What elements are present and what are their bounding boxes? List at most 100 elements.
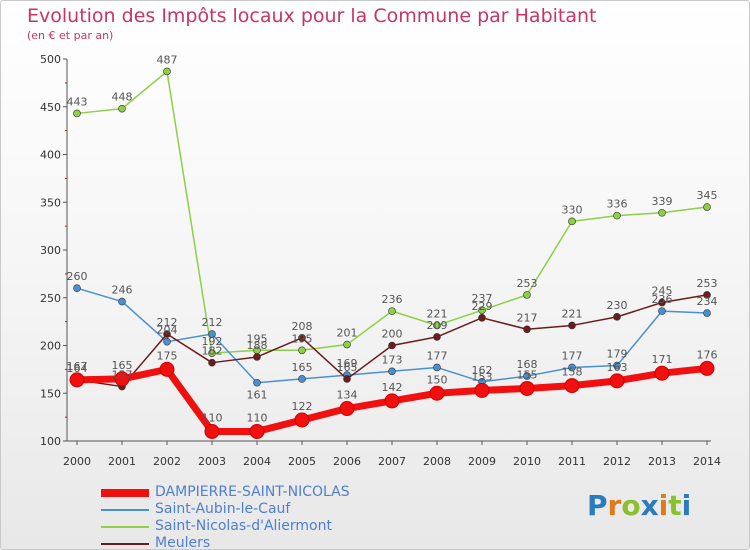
data-point: [388, 367, 396, 376]
data-point: [654, 365, 670, 381]
data-label: 173: [382, 353, 403, 366]
x-tick-label: 2009: [468, 455, 496, 468]
data-point: [388, 307, 396, 315]
data-label: 221: [427, 307, 448, 320]
data-point: [388, 341, 396, 350]
data-point: [343, 340, 351, 349]
data-point: [433, 321, 441, 330]
data-point: [613, 313, 621, 321]
x-tick-label: 2002: [153, 455, 181, 468]
data-point: [523, 325, 531, 334]
data-point: [429, 385, 445, 401]
data-label: 177: [427, 349, 448, 362]
data-label: 230: [607, 299, 628, 312]
data-label: 176: [697, 348, 718, 361]
data-point: [658, 298, 666, 307]
data-point: [298, 334, 306, 342]
y-tick-label: 150: [40, 387, 61, 400]
data-label: 192: [202, 335, 223, 348]
data-label: 177: [562, 349, 583, 362]
data-point: [609, 373, 625, 389]
data-label: 167: [67, 360, 88, 373]
data-labels-layer: 443 448 487 192 195 195 201 236 221 237 253 330 336 3…: [67, 53, 718, 424]
data-label: 155: [517, 368, 538, 381]
data-label: 168: [517, 358, 538, 371]
data-label: 204: [157, 324, 178, 337]
data-point: [114, 371, 130, 387]
data-point: [163, 67, 171, 76]
data-point: [703, 309, 711, 317]
data-point: [564, 378, 580, 394]
legend-swatch: [101, 526, 149, 528]
x-tick-label: 2003: [198, 455, 226, 468]
data-label: 162: [472, 364, 493, 377]
x-tick-label: 2008: [423, 455, 451, 468]
data-point: [523, 291, 531, 299]
data-label: 157: [112, 369, 133, 382]
data-label: 236: [652, 293, 673, 306]
data-point: [159, 361, 175, 377]
y-tick-label: 350: [40, 196, 61, 209]
chart-subtitle: (en € et par an): [27, 29, 114, 42]
data-label: 237: [472, 292, 493, 305]
legend-swatch: [101, 489, 149, 497]
data-label: 188: [247, 339, 268, 352]
data-label: 229: [472, 300, 493, 313]
x-tick-label: 2007: [378, 455, 406, 468]
data-label: 165: [292, 361, 313, 374]
data-point: [658, 307, 666, 315]
data-label: 163: [607, 361, 628, 374]
data-label: 236: [382, 293, 403, 306]
x-tick-label: 2001: [108, 455, 136, 468]
legend-label: Saint-Nicolas-d'Aliermont: [155, 518, 332, 534]
data-point: [613, 361, 621, 370]
data-point: [568, 363, 576, 372]
data-point: [208, 358, 216, 367]
x-tick-label: 2013: [648, 455, 676, 468]
data-point: [73, 284, 81, 293]
data-label: 110: [247, 411, 268, 424]
data-point: [163, 337, 171, 346]
data-label: 212: [157, 316, 178, 329]
data-label: 253: [517, 277, 538, 290]
data-label: 171: [652, 353, 673, 366]
y-tick-label: 500: [40, 53, 61, 66]
data-label: 122: [292, 400, 313, 413]
data-label: 195: [247, 332, 268, 345]
data-point: [208, 330, 216, 338]
data-point: [433, 333, 441, 341]
y-tick-label: 200: [40, 340, 61, 353]
data-label: 253: [697, 277, 718, 290]
data-label: 195: [292, 332, 313, 345]
y-tick-label: 300: [40, 244, 61, 257]
data-label: 212: [202, 316, 223, 329]
data-label: 165: [112, 359, 133, 372]
data-label: 164: [67, 362, 88, 375]
data-point: [523, 372, 531, 380]
x-tick-label: 2011: [558, 455, 586, 468]
series-layer: [69, 67, 715, 439]
data-label: 161: [247, 389, 268, 402]
x-tick-label: 2012: [603, 455, 631, 468]
y-tick-label: 100: [40, 435, 61, 448]
data-label: 175: [157, 349, 178, 362]
data-label: 246: [112, 284, 133, 297]
data-point: [298, 375, 306, 383]
data-point: [433, 363, 441, 372]
data-label: 330: [562, 203, 583, 216]
data-point: [568, 217, 576, 226]
legend-label: DAMPIERRE-SAINT-NICOLAS: [155, 484, 350, 500]
y-tick-label: 250: [40, 292, 61, 305]
data-label: 201: [337, 327, 358, 340]
data-label: 260: [67, 270, 88, 283]
data-point: [658, 208, 666, 217]
data-label: 245: [652, 285, 673, 298]
data-label: 179: [607, 348, 628, 361]
data-point: [249, 423, 265, 439]
y-tick-label: 400: [40, 149, 61, 162]
data-point: [613, 211, 621, 220]
data-point: [118, 297, 126, 306]
data-label: 487: [157, 53, 178, 66]
data-point: [699, 360, 715, 376]
